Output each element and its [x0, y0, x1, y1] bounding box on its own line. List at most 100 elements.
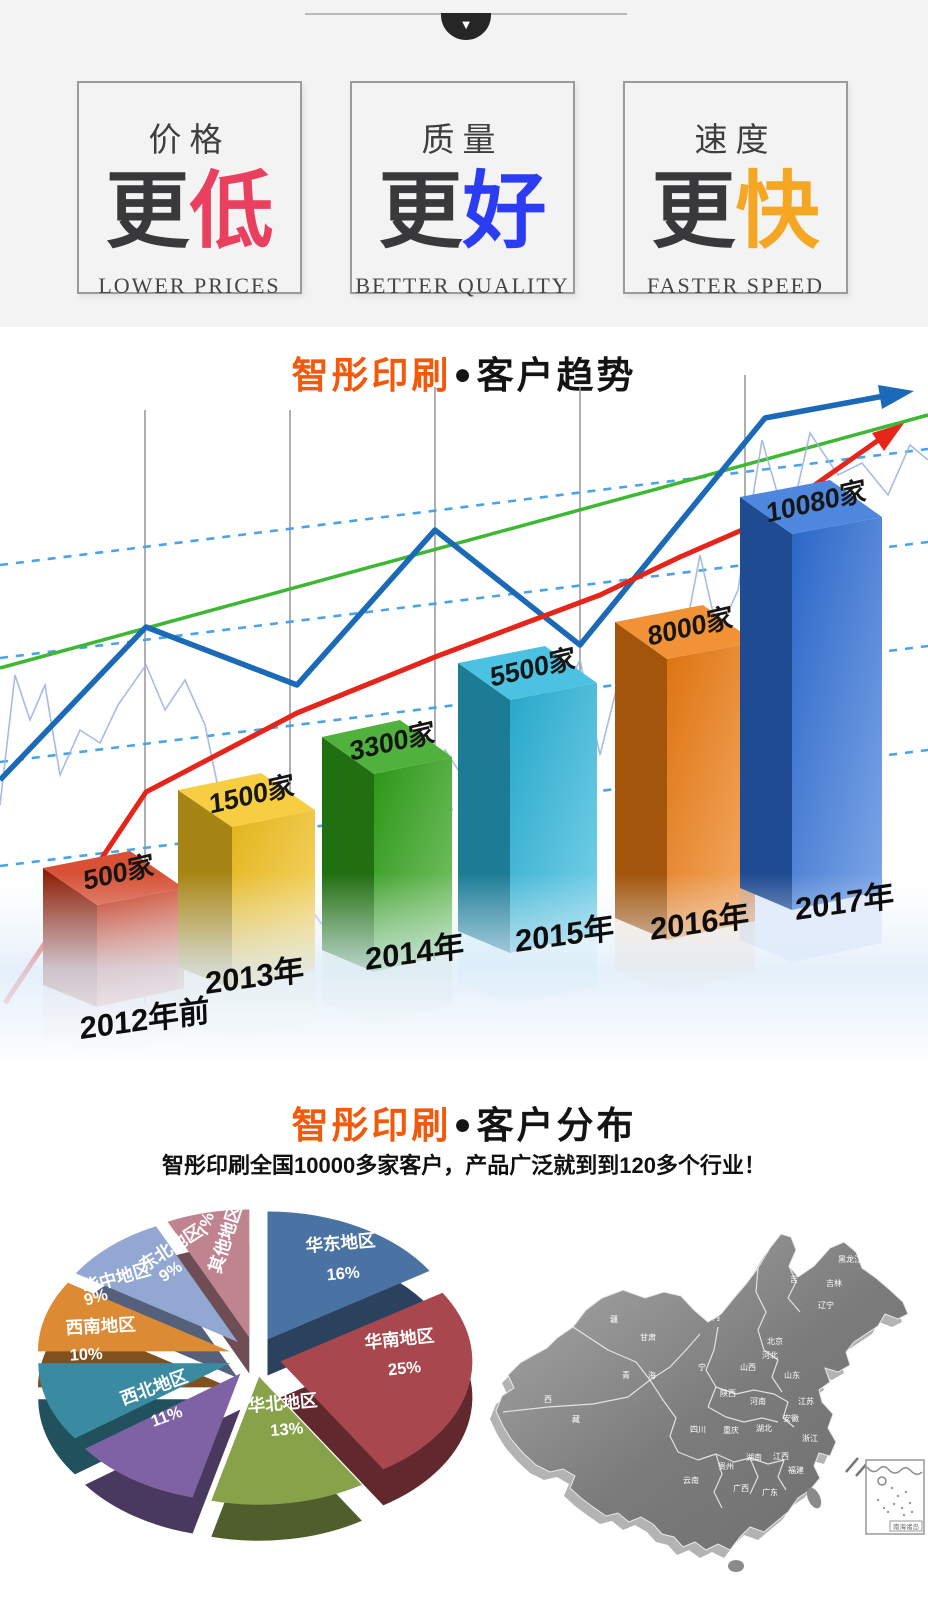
pie-slice-华南地区 [280, 1292, 473, 1506]
pie-slice-label: 西南地区 10% [65, 1314, 136, 1365]
customer-trend-chart: 500家1500家3300家5500家8000家10080家2012年前2013… [0, 375, 928, 1065]
dist-title-text: 客户分布 [476, 1105, 637, 1146]
province-border [777, 1459, 787, 1491]
province-label: 辽宁 [818, 1300, 834, 1310]
bar-left-face [615, 622, 667, 940]
dist-section-title: 智彤印刷●客户分布 [0, 1095, 928, 1149]
headline-prefix: 更 [105, 166, 190, 259]
feature-title: 价格 [148, 123, 231, 159]
inset-dot [908, 1501, 912, 1505]
headline-accent: 好 [462, 166, 547, 259]
bar-top-face [322, 720, 452, 774]
province-label: 宁 [698, 1362, 706, 1372]
chevron-down-icon: ▼ [459, 17, 473, 32]
inset-coastline [866, 1466, 923, 1475]
feature-card-quality: 质量 更好 BETTER QUALITY [350, 81, 575, 298]
inset-dot [876, 1498, 880, 1502]
red-arrowhead-icon [872, 423, 904, 451]
province-label: 青 [622, 1370, 630, 1380]
headline-accent: 低 [189, 166, 274, 259]
inset-dot [904, 1490, 908, 1494]
pie-slice-percent: 16% [326, 1263, 361, 1284]
province-label: 浙江 [802, 1433, 818, 1443]
province-label: 藏 [572, 1414, 580, 1424]
pie-slice-top [38, 1363, 231, 1439]
feature-card-price: 价格 更低 LOWER PRICES [77, 81, 302, 298]
inset-dot [902, 1513, 906, 1517]
province-label: 广西 [733, 1483, 749, 1493]
province-label: 广东 [762, 1487, 778, 1497]
bar-left-face [740, 497, 792, 910]
feature-subtitle: LOWER PRICES [98, 273, 281, 299]
inset-label: 南海诸岛 [893, 1522, 919, 1531]
province-label: 北京 [767, 1336, 783, 1346]
map-hainan-island [728, 1560, 744, 1572]
dashed-channel-line [0, 447, 928, 567]
pie-slice-percent: 25% [387, 1358, 422, 1379]
feature-headline: 更快 [625, 166, 846, 259]
province-label: 四川 [690, 1425, 706, 1434]
pie-slice-top [85, 1373, 241, 1498]
headline-prefix: 更 [378, 166, 463, 259]
pie-slice-top [38, 1282, 230, 1352]
customer-distribution-pie-chart: 华东地区16%华南地区25%华北地区13%西北地区11%西南地区10%华中地区9… [38, 1203, 473, 1541]
pie-slice-name: 西南地区 [65, 1314, 136, 1338]
province-label: 贵州 [718, 1461, 734, 1471]
map-mainland [495, 1233, 909, 1551]
bar-2017年 [740, 480, 882, 910]
inset-label-box [889, 1520, 923, 1532]
feature-subtitle: BETTER QUALITY [355, 273, 570, 299]
inset-island-ring [877, 1476, 887, 1486]
bar-2016年 [615, 605, 755, 940]
inset-dot [900, 1506, 904, 1510]
pie-slice-percent: 10% [69, 1345, 103, 1365]
feature-title: 质量 [421, 123, 504, 159]
province-label: 内 [712, 1312, 720, 1322]
province-label: 湖北 [756, 1424, 772, 1433]
trend-section-title: 智彤印刷●客户趋势 [0, 345, 928, 399]
inset-dot [890, 1486, 894, 1490]
headline-accent: 快 [735, 166, 820, 259]
pie-slice-top [211, 1376, 362, 1505]
province-label: 吉 [790, 1275, 798, 1284]
bar-top-face [615, 605, 755, 659]
inset-dot [882, 1506, 886, 1510]
feature-subtitle: FASTER SPEED [646, 273, 824, 299]
province-border [707, 1406, 779, 1423]
south-sea-inset: 南海诸岛 [865, 1459, 925, 1535]
pie-slice-华东地区 [267, 1211, 430, 1376]
map-taiwan-island [806, 1487, 822, 1509]
pie-slice-top [75, 1226, 238, 1342]
province-border [649, 1333, 701, 1381]
province-label: 安徽 [783, 1413, 799, 1423]
province-label: 江西 [773, 1452, 789, 1461]
pie-slice-top [167, 1209, 250, 1338]
pie-slice-华北地区 [211, 1376, 362, 1541]
bar-top-face [740, 480, 882, 534]
pie-slice-top [267, 1211, 430, 1340]
province-label: 云南 [683, 1475, 699, 1485]
province-border [763, 1349, 783, 1393]
province-border [713, 1453, 723, 1509]
blue-trend-line [0, 393, 885, 782]
blue-arrowhead-icon [878, 385, 914, 409]
province-border [502, 1379, 651, 1413]
bullet-icon: ● [453, 358, 475, 391]
inset-dot [896, 1494, 900, 1498]
province-label: 吉林 [826, 1278, 842, 1288]
province-border [649, 1379, 679, 1453]
province-border [715, 1386, 775, 1395]
province-label: 新 [566, 1314, 574, 1324]
pie-slice-top [280, 1292, 473, 1470]
dashed-channel-line [0, 540, 928, 660]
scroll-down-badge: ▼ [441, 13, 491, 40]
top-banner: ▼ 价格 更低 LOWER PRICES 质量 更好 BETTER QUALIT… [0, 0, 928, 327]
green-trend-line [0, 413, 928, 670]
province-label: 山西 [740, 1362, 756, 1372]
province-border [572, 1326, 651, 1381]
province-label: 河北 [762, 1350, 778, 1360]
province-label: 黑龙江 [838, 1254, 862, 1264]
pie-slice-percent: 9% [82, 1286, 110, 1310]
